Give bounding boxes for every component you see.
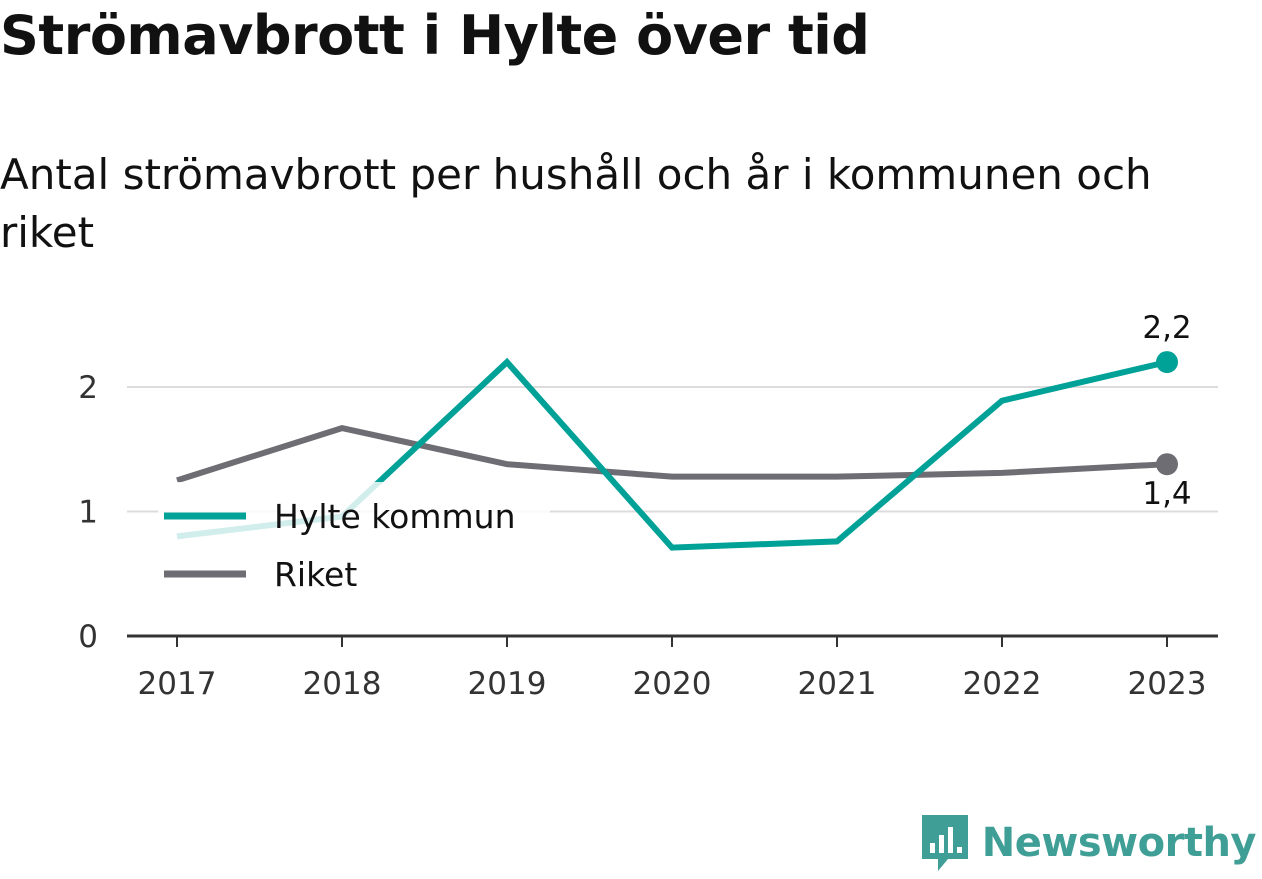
x-tick-label: 2022 bbox=[963, 666, 1042, 702]
y-tick-label: 0 bbox=[78, 619, 98, 655]
x-tick-label: 2020 bbox=[633, 666, 712, 702]
x-tick-label: 2017 bbox=[138, 666, 217, 702]
end-marker bbox=[1156, 351, 1178, 374]
newsworthy-logo: Newsworthy bbox=[920, 813, 1257, 873]
y-axis-labels: 0 1 2 bbox=[78, 370, 98, 655]
brand-name: Newsworthy bbox=[981, 820, 1257, 866]
end-value-label: 1,4 bbox=[1142, 476, 1191, 512]
x-axis-labels: 2017 2018 2019 2020 2021 2022 2023 bbox=[138, 666, 1207, 702]
chart-title: Strömavbrott i Hylte över tid bbox=[0, 4, 870, 67]
end-value-label: 2,2 bbox=[1142, 310, 1191, 346]
legend-label: Riket bbox=[274, 555, 357, 594]
series-line-riket bbox=[176, 424, 1168, 484]
y-tick-label: 1 bbox=[78, 495, 98, 531]
end-markers: 2,2 1,4 bbox=[1142, 310, 1191, 512]
x-axis bbox=[127, 634, 1218, 647]
x-tick-label: 2019 bbox=[468, 666, 547, 702]
legend: Hylte kommun Riket bbox=[164, 497, 516, 594]
x-tick-label: 2018 bbox=[303, 666, 382, 702]
bar-chart-badge-icon bbox=[921, 815, 968, 871]
chart-subtitle: Antal strömavbrott per hushåll och år i … bbox=[0, 150, 1152, 257]
x-tick-label: 2021 bbox=[798, 666, 877, 702]
end-marker bbox=[1156, 453, 1178, 476]
y-tick-label: 2 bbox=[78, 370, 98, 406]
legend-label: Hylte kommun bbox=[274, 497, 516, 536]
x-tick-label: 2023 bbox=[1128, 666, 1207, 702]
